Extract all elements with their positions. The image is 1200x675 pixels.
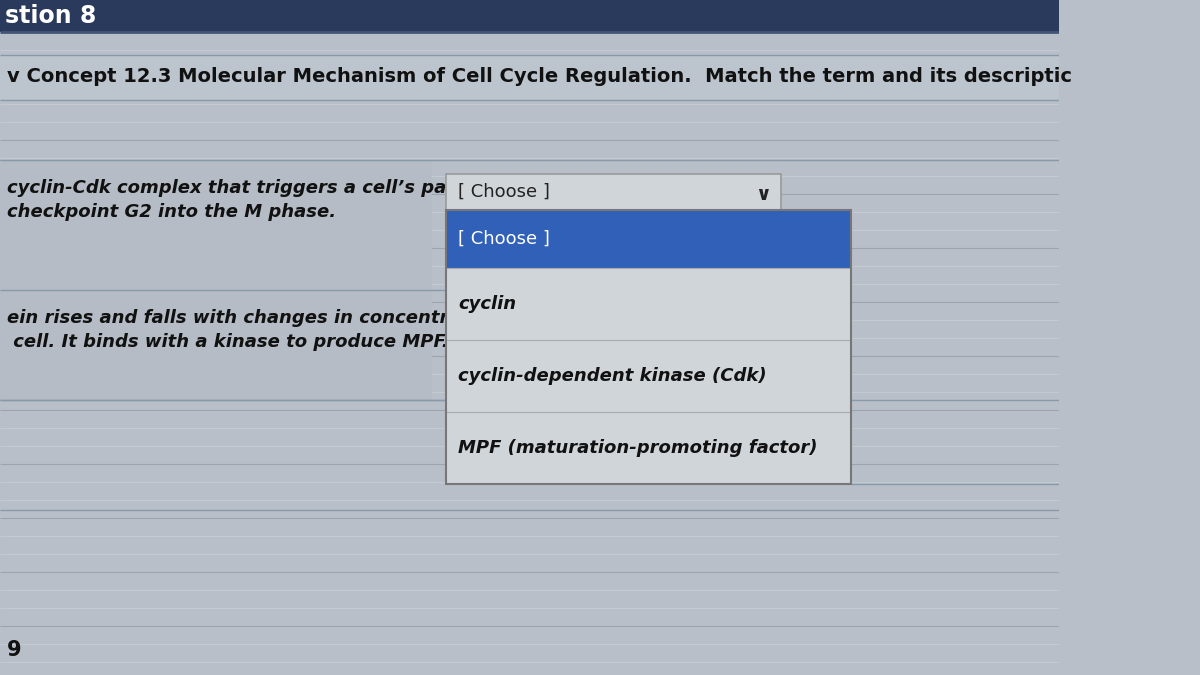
Text: MPF (maturation-promoting factor): MPF (maturation-promoting factor): [458, 439, 817, 457]
Bar: [0, 55, 1058, 100]
Bar: [445, 268, 852, 340]
Bar: [445, 340, 852, 412]
Bar: [0, 160, 432, 290]
Bar: [445, 210, 852, 484]
Text: ein rises and falls with changes in concentration: ein rises and falls with changes in conc…: [7, 309, 500, 327]
Text: cyclin-Cdk complex that triggers a cell’s passage: cyclin-Cdk complex that triggers a cell’…: [7, 179, 505, 197]
Text: cyclin: cyclin: [458, 295, 516, 313]
Text: [ Choose ]: [ Choose ]: [458, 183, 550, 201]
Text: 9: 9: [7, 640, 22, 660]
Text: cyclin-dependent kinase (Cdk): cyclin-dependent kinase (Cdk): [458, 367, 767, 385]
Bar: [445, 210, 852, 268]
Bar: [0, 0, 1058, 32]
Text: ∨: ∨: [755, 184, 772, 203]
Bar: [0, 290, 432, 400]
Text: stion 8: stion 8: [5, 4, 97, 28]
Text: v Concept 12.3 Molecular Mechanism of Cell Cycle Regulation.  Match the term and: v Concept 12.3 Molecular Mechanism of Ce…: [7, 68, 1072, 86]
Bar: [445, 412, 852, 484]
Text: cell. It binds with a kinase to produce MPF.: cell. It binds with a kinase to produce …: [7, 333, 449, 351]
Text: checkpoint G2 into the M phase.: checkpoint G2 into the M phase.: [7, 203, 336, 221]
Bar: [445, 174, 781, 210]
Text: [ Choose ]: [ Choose ]: [458, 230, 550, 248]
